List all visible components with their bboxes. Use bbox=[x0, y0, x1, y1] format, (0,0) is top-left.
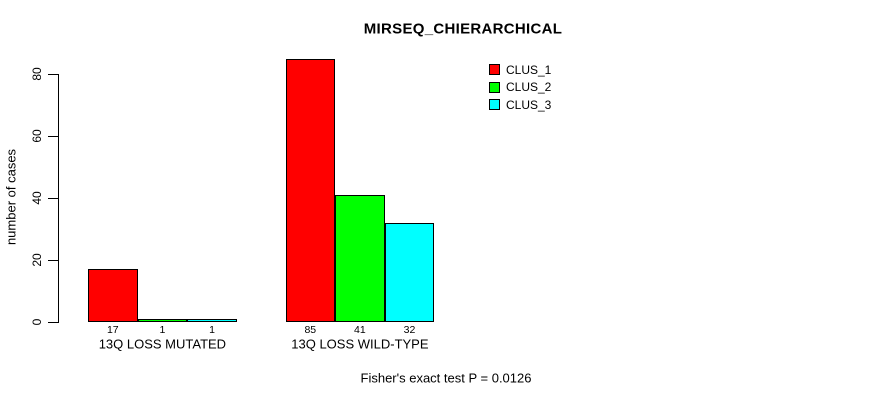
y-tick-label: 60 bbox=[30, 129, 44, 143]
y-tick-label: 0 bbox=[30, 318, 44, 326]
y-axis-line bbox=[58, 74, 59, 323]
bar-value-label: 41 bbox=[354, 324, 366, 336]
x-category-label: 13Q LOSS WILD-TYPE bbox=[291, 336, 429, 352]
y-axis-tick bbox=[48, 74, 58, 75]
bar bbox=[384, 222, 435, 322]
bar-value-label: 1 bbox=[159, 324, 166, 336]
legend-swatch bbox=[489, 64, 500, 76]
legend-label: CLUS_1 bbox=[506, 62, 552, 77]
y-axis-tick bbox=[48, 136, 58, 137]
y-tick-label: 40 bbox=[30, 191, 44, 205]
legend-item: CLUS_1 bbox=[489, 61, 551, 79]
legend-label: CLUS_3 bbox=[506, 97, 552, 112]
bar bbox=[137, 318, 188, 322]
chart-title: MIRSEQ_CHIERARCHICAL bbox=[363, 20, 563, 38]
legend-label: CLUS_2 bbox=[506, 80, 552, 95]
y-axis-tick bbox=[48, 322, 58, 323]
legend: CLUS_1 CLUS_2 CLUS_3 bbox=[489, 61, 551, 114]
bar-value-label: 1 bbox=[209, 324, 215, 336]
y-tick-label: 20 bbox=[30, 253, 44, 267]
bar-value-label: 17 bbox=[106, 324, 119, 336]
bar bbox=[335, 194, 385, 322]
legend-item: CLUS_3 bbox=[489, 96, 551, 114]
bar-value-label: 85 bbox=[304, 324, 317, 336]
legend-swatch bbox=[489, 99, 500, 111]
bar bbox=[187, 318, 237, 322]
y-axis-tick bbox=[48, 260, 58, 261]
x-category-label: 13Q LOSS MUTATED bbox=[98, 336, 227, 352]
bar bbox=[88, 269, 138, 322]
y-axis-tick bbox=[48, 198, 58, 199]
legend-swatch bbox=[489, 81, 500, 93]
y-tick-label: 80 bbox=[30, 67, 44, 81]
bar bbox=[285, 58, 336, 322]
legend-item: CLUS_2 bbox=[489, 79, 551, 97]
bar-value-label: 32 bbox=[403, 324, 416, 336]
annotation-text: Fisher's exact test P = 0.0126 bbox=[360, 370, 532, 386]
